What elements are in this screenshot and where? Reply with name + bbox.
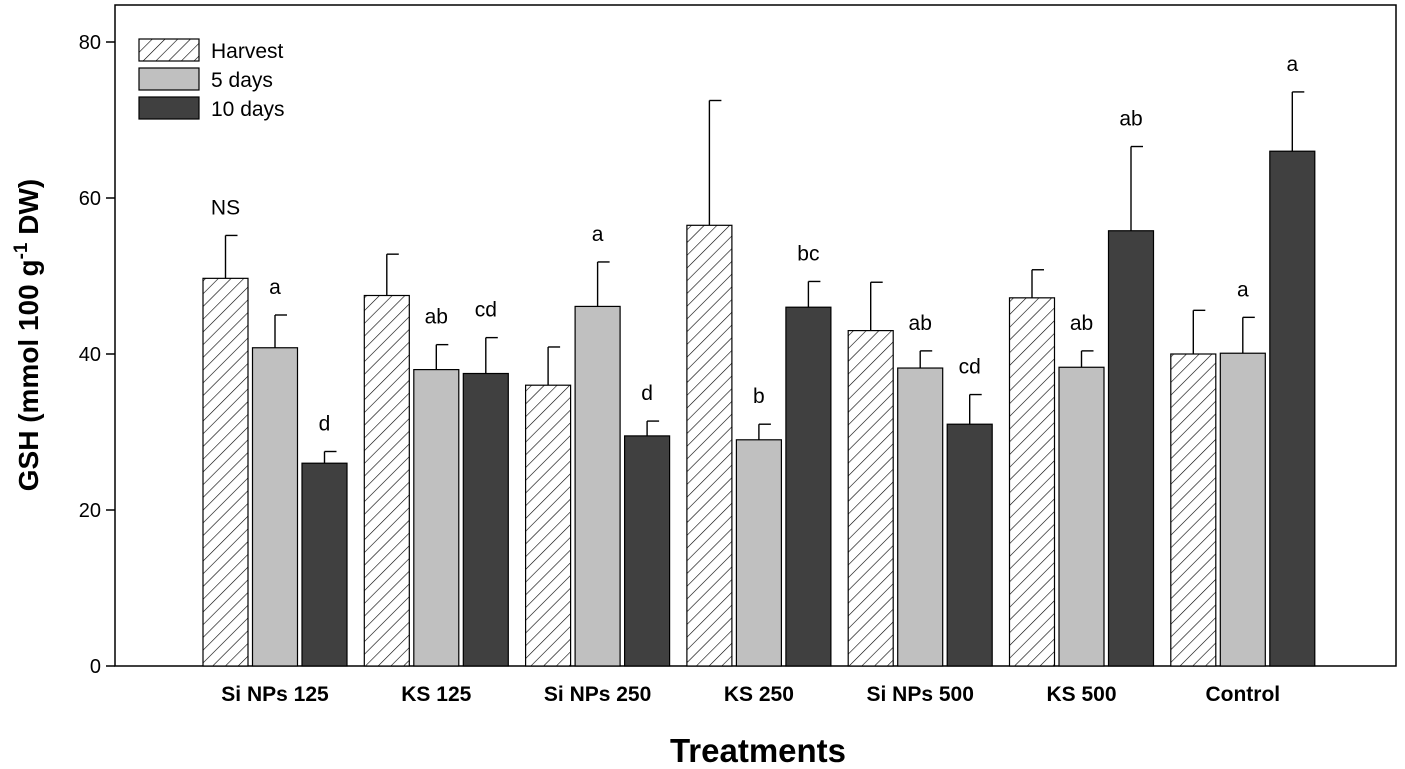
y-tick-label: 60 xyxy=(79,188,101,210)
legend-label: Harvest xyxy=(211,40,284,63)
significance-label: NS xyxy=(211,196,240,219)
significance-label: cd xyxy=(959,356,981,379)
legend-label: 5 days xyxy=(211,69,273,92)
legend-swatch xyxy=(138,67,200,91)
bar xyxy=(897,367,944,667)
bar xyxy=(847,330,894,667)
bar xyxy=(574,305,621,667)
x-tick-label: KS 500 xyxy=(1046,683,1116,706)
bar xyxy=(1219,352,1266,667)
bar xyxy=(1170,353,1217,667)
bar xyxy=(686,224,733,667)
significance-label: a xyxy=(1237,278,1249,301)
x-tick-label: Si NPs 250 xyxy=(544,683,651,706)
legend-label: 10 days xyxy=(211,98,285,121)
significance-label: a xyxy=(592,223,604,246)
significance-label: cd xyxy=(475,299,497,322)
y-tick-label: 80 xyxy=(79,32,101,54)
significance-label: ab xyxy=(909,312,932,335)
x-tick-label: Si NPs 500 xyxy=(866,683,973,706)
bar xyxy=(202,277,249,667)
bar xyxy=(524,384,572,667)
legend: Harvest 5 days 10 days xyxy=(138,38,285,121)
x-tick-label: Control xyxy=(1205,683,1280,706)
bar xyxy=(735,439,783,667)
significance-label: d xyxy=(319,413,331,436)
bar xyxy=(462,372,509,667)
x-tick-label: KS 250 xyxy=(724,683,794,706)
significance-label: ab xyxy=(425,306,448,329)
x-axis-title: Treatments xyxy=(670,732,846,769)
bar xyxy=(413,369,460,667)
bar xyxy=(623,435,671,667)
legend-swatch xyxy=(138,38,200,62)
bar xyxy=(1008,297,1056,667)
legend-swatch xyxy=(138,96,200,120)
y-tick-label: 40 xyxy=(79,344,101,366)
bar xyxy=(251,347,299,667)
bar xyxy=(1269,150,1316,667)
bar xyxy=(363,294,410,667)
x-tick-label: Si NPs 125 xyxy=(221,683,329,706)
bar xyxy=(1107,230,1155,667)
significance-label: bc xyxy=(797,242,819,265)
bar xyxy=(946,423,993,667)
x-tick-label: KS 125 xyxy=(401,683,471,706)
significance-label: a xyxy=(269,276,281,299)
y-axis-title: GSH (mmol 100 g-1 DW) xyxy=(11,179,44,492)
y-tick-label: 0 xyxy=(90,656,101,678)
significance-label: b xyxy=(753,385,765,408)
significance-label: ab xyxy=(1119,108,1142,131)
bar xyxy=(301,462,348,667)
significance-label: ab xyxy=(1070,312,1093,335)
bar xyxy=(785,306,832,667)
y-tick-label: 20 xyxy=(79,500,101,522)
significance-label: a xyxy=(1286,53,1298,76)
bar xyxy=(1058,366,1105,667)
significance-label: d xyxy=(641,382,653,405)
